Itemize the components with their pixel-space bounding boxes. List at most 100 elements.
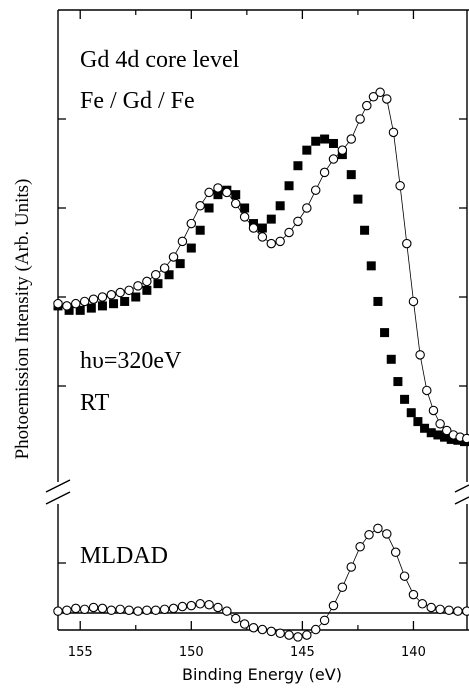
data-point-circle (159, 263, 170, 273)
data-point-circle (310, 624, 321, 635)
left-axis-break (45, 479, 71, 505)
data-point-circle (186, 218, 197, 229)
data-point-circle (115, 287, 125, 298)
data-point-square (293, 161, 303, 171)
data-point-circle (346, 134, 357, 144)
data-point-circle (248, 622, 259, 633)
data-point-circle (293, 632, 303, 642)
data-point-circle (266, 626, 277, 637)
data-point-circle (346, 562, 357, 572)
data-point-circle (71, 603, 81, 614)
data-point-circle (319, 615, 330, 626)
data-point-circle (408, 589, 419, 600)
x-tick-label: 150 (179, 645, 204, 660)
data-point-circle (275, 236, 285, 247)
data-point-circle (302, 203, 312, 213)
data-point-square (386, 354, 396, 364)
data-point-square (400, 394, 410, 404)
data-point-square (426, 428, 436, 438)
data-point-square (131, 292, 141, 302)
data-point-square (393, 377, 403, 387)
data-point-square (120, 296, 130, 306)
data-point-circle (168, 603, 179, 614)
data-point-circle (213, 602, 223, 613)
data-point-square (380, 328, 390, 338)
data-point-square (75, 305, 85, 315)
data-point-circle (222, 606, 232, 616)
data-point-circle (79, 296, 90, 307)
data-point-circle (195, 599, 205, 609)
data-point-circle (422, 385, 432, 396)
data-point-circle (142, 605, 152, 615)
data-point-circle (62, 605, 72, 615)
data-point-square (97, 301, 107, 311)
x-axis-label: Binding Energy (eV) (182, 665, 342, 684)
data-point-circle (368, 92, 379, 102)
data-point-circle (106, 290, 117, 300)
data-point-square (64, 305, 74, 315)
data-point-circle (159, 604, 170, 615)
data-point-circle (106, 605, 117, 615)
data-point-circle (355, 542, 365, 552)
data-point-circle (133, 281, 143, 291)
data-point-square (302, 145, 312, 155)
data-point-square (284, 181, 294, 191)
data-point-circle (390, 547, 401, 558)
annotation-sample: Fe / Gd / Fe (80, 88, 195, 114)
x-tick-label: 140 (401, 645, 426, 660)
data-point-circle (328, 154, 339, 164)
x-tick-labels: 155 150 145 140 (68, 645, 426, 660)
data-point-circle (257, 232, 268, 242)
data-point-circle (248, 223, 259, 233)
data-point-square (440, 432, 450, 442)
data-point-circle (310, 185, 321, 195)
lower-open-circle-series (53, 523, 469, 642)
data-point-circle (79, 604, 90, 615)
data-point-circle (462, 606, 469, 616)
data-point-circle (88, 602, 99, 613)
data-point-circle (435, 419, 445, 429)
data-point-square (213, 190, 223, 200)
data-point-square (311, 136, 321, 146)
data-point-circle (115, 604, 125, 615)
data-point-circle (71, 298, 81, 309)
data-point-circle (151, 269, 161, 280)
data-point-square (266, 214, 276, 224)
data-point-square (164, 270, 174, 280)
data-point-square (275, 201, 285, 211)
data-point-square (231, 190, 241, 200)
data-point-circle (213, 183, 223, 193)
data-point-square (328, 138, 338, 148)
data-point-circle (302, 630, 312, 640)
data-point-square (86, 303, 96, 313)
data-point-circle (284, 630, 294, 640)
upper-filled-square-series (53, 134, 469, 447)
data-point-circle (382, 529, 392, 539)
data-point-circle (168, 252, 179, 262)
data-point-circle (97, 292, 108, 302)
data-point-circle (293, 216, 303, 227)
series-line-circles (57, 91, 467, 439)
data-point-circle (382, 94, 392, 104)
data-point-square (360, 225, 370, 235)
data-point-square (186, 243, 196, 253)
data-point-circle (230, 198, 241, 209)
data-point-square (406, 408, 416, 418)
x-tick-label: 145 (290, 645, 315, 660)
data-point-circle (177, 601, 188, 612)
data-point-circle (337, 582, 348, 592)
data-point-square (320, 134, 330, 144)
data-point-circle (408, 296, 419, 307)
data-point-square (142, 285, 152, 295)
upper-open-circle-series (53, 87, 469, 444)
data-point-circle (373, 523, 383, 534)
upper-tick-marks (58, 10, 467, 630)
data-point-circle (453, 606, 463, 616)
data-point-circle (426, 602, 436, 613)
data-point-square (257, 223, 267, 233)
data-point-circle (364, 530, 374, 540)
data-point-circle (124, 285, 134, 296)
data-point-circle (417, 599, 428, 609)
data-point-circle (257, 624, 268, 635)
